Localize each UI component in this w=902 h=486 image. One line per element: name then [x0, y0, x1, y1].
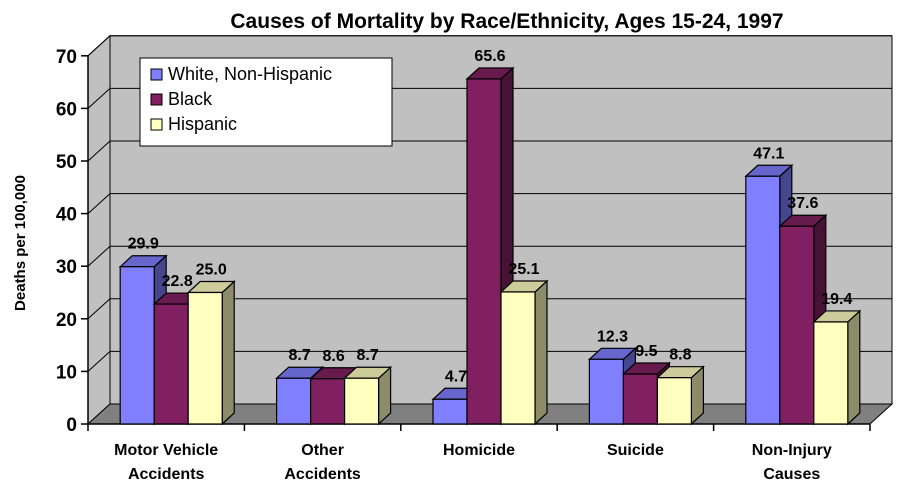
bar-front — [622, 373, 659, 425]
y-tick-label: 10 — [56, 362, 77, 383]
gridline-side — [87, 140, 111, 162]
chart-title: Causes of Mortality by Race/Ethnicity, A… — [230, 10, 783, 33]
x-category-label: Accidents — [128, 466, 205, 483]
y-axis-label: Deaths per 100,000 — [12, 175, 29, 311]
gridline-side — [87, 88, 111, 109]
legend-box — [139, 57, 393, 147]
bar — [343, 365, 393, 426]
data-label: 19.4 — [821, 291, 852, 308]
bar-front — [500, 291, 536, 425]
data-label: 8.7 — [288, 347, 310, 364]
bar-front — [344, 377, 380, 425]
data-label: 4.7 — [445, 368, 467, 385]
data-label: 8.8 — [669, 347, 691, 364]
y-tick-labels: 0 10 20 30 40 50 60 70 — [56, 47, 77, 436]
y-tick-label: 40 — [56, 205, 77, 226]
bar-front — [153, 303, 189, 425]
bar-side — [221, 280, 235, 426]
data-label: 22.8 — [162, 273, 193, 290]
x-category-label: Suicide — [607, 442, 664, 459]
bars — [118, 66, 862, 426]
data-labels: 29.9 22.825.0 8.7 8.6 8.7 4.7 65.6 25.1 12.3 9.5 8… — [128, 48, 853, 385]
x-category-label: Homicide — [443, 442, 515, 459]
y-tick-label: 0 — [66, 415, 77, 436]
x-category-labels: Motor Vehicle Accidents Other Accidents Homi… — [114, 442, 832, 483]
legend-label: Hispanic — [168, 114, 237, 134]
legend-swatch — [150, 68, 163, 81]
data-label: 25.1 — [508, 261, 539, 278]
y-tick-label: 50 — [56, 152, 77, 173]
bar-front — [779, 225, 815, 425]
legend-label: White, Non-Hispanic — [168, 64, 332, 84]
legend-swatch — [150, 118, 163, 131]
bar-front — [187, 291, 223, 425]
bar-front — [276, 377, 312, 425]
data-label: 65.6 — [474, 48, 505, 65]
legend-label: Black — [168, 89, 213, 109]
data-label: 9.5 — [635, 343, 657, 360]
bar-side — [534, 279, 548, 426]
bar-front — [656, 377, 693, 425]
x-category-label: Motor Vehicle — [114, 442, 218, 459]
data-label: 29.9 — [128, 236, 159, 253]
bar — [186, 280, 236, 426]
gridline-side — [87, 351, 111, 372]
data-label: 37.6 — [787, 195, 818, 212]
x-category-label: Non-Injury — [752, 442, 832, 459]
legend-swatch — [150, 93, 163, 106]
y-tick-label: 60 — [56, 99, 77, 120]
bar-front — [813, 321, 849, 425]
data-label: 12.3 — [597, 328, 628, 345]
bar-front — [745, 175, 781, 425]
data-label: 25.0 — [196, 262, 227, 279]
x-category-label: Other — [301, 442, 344, 459]
bar-front — [432, 398, 468, 425]
y-tick-label: 20 — [56, 310, 77, 331]
gridline-side — [87, 245, 111, 267]
bar-side — [847, 309, 861, 426]
side-wall — [87, 34, 111, 426]
bar — [812, 309, 862, 426]
data-label: 8.6 — [322, 348, 344, 365]
x-category-label: Causes — [763, 466, 820, 483]
bar — [499, 279, 549, 426]
data-label: 8.7 — [356, 347, 378, 364]
gridline-side — [87, 298, 111, 320]
x-category-label: Accidents — [284, 466, 361, 483]
bar-front — [466, 78, 502, 425]
bar-front — [588, 358, 625, 425]
bar-front — [310, 378, 346, 425]
gridline-side — [87, 193, 111, 214]
bar — [655, 365, 705, 426]
bar-front — [119, 266, 155, 425]
gridline-side — [87, 35, 111, 57]
y-tick-label: 70 — [56, 47, 77, 68]
data-label: 47.1 — [753, 145, 784, 162]
legend: White, Non-Hispanic Black Hispanic — [139, 57, 393, 147]
y-tick-label: 30 — [56, 257, 77, 278]
